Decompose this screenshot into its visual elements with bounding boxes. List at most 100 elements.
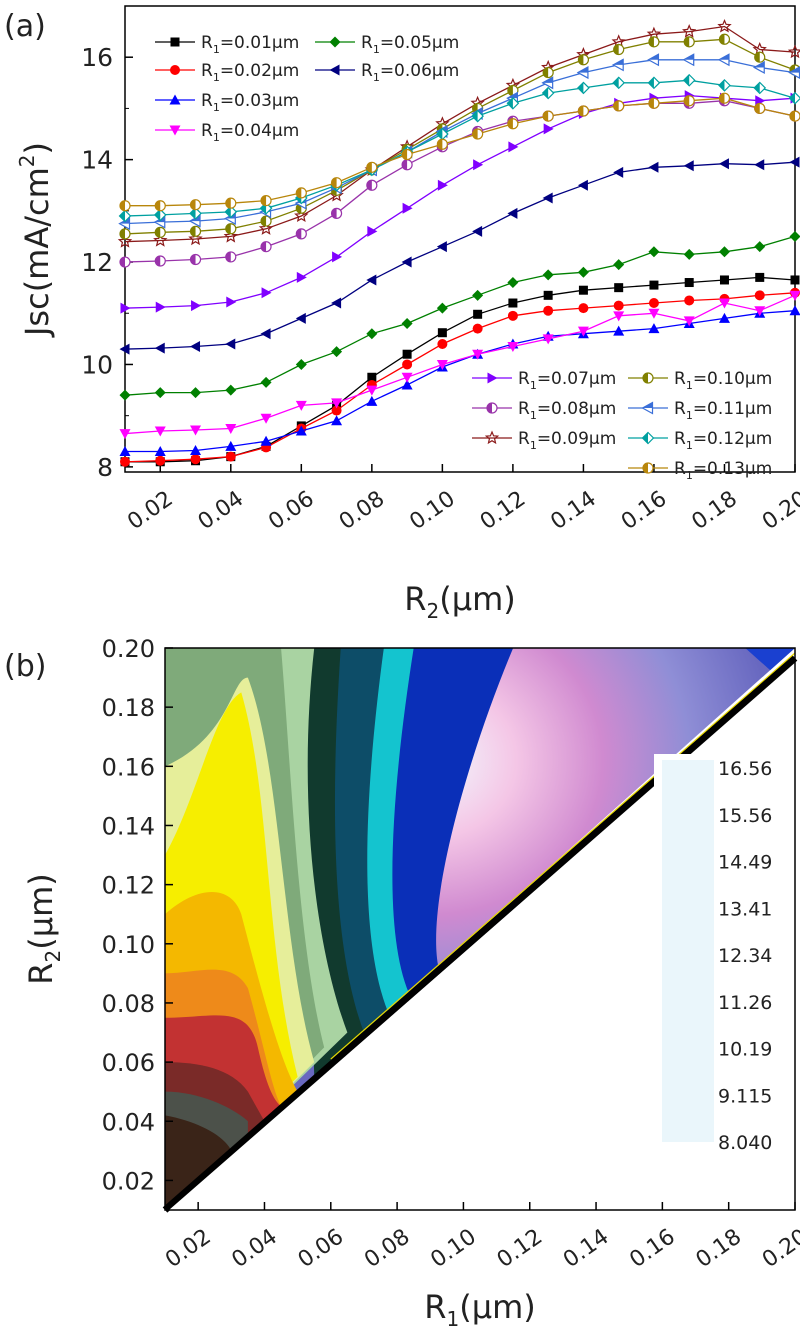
- colorbar-tick-label: 14.49: [718, 852, 772, 874]
- colorbar-scale: [662, 760, 714, 1142]
- point-marker-fill: [789, 67, 800, 73]
- legend-item: R1=0.03μm: [155, 91, 299, 114]
- point-marker: [331, 297, 342, 309]
- x-tick-label: 0.20: [758, 486, 800, 535]
- point-marker: [154, 426, 166, 437]
- point-marker: [366, 395, 378, 406]
- point-marker-fill: [543, 67, 549, 78]
- point-marker-fill: [542, 77, 553, 83]
- legend-item: R1=0.10μm: [628, 369, 772, 392]
- point-marker: [366, 328, 378, 340]
- heatmap-diagonal-edge: [162, 655, 798, 1213]
- legend-item: R1=0.06μm: [315, 61, 459, 84]
- legend-label: R1=0.04μm: [201, 121, 299, 144]
- point-marker: [295, 358, 307, 370]
- point-marker-fill: [543, 111, 549, 122]
- point-marker: [117, 234, 133, 248]
- point-marker-fill: [331, 177, 337, 188]
- point-marker-fill: [225, 223, 231, 234]
- legend-label: R1=0.07μm: [518, 369, 616, 392]
- legend-item: R1=0.05μm: [315, 33, 459, 56]
- heatmap-empty-region: [169, 664, 795, 1210]
- point-marker: [188, 231, 203, 246]
- y-tick-label: 0.06: [102, 1049, 155, 1077]
- point-marker-fill: [225, 251, 231, 262]
- point-marker-fill: [718, 79, 725, 91]
- point-marker: [402, 349, 412, 359]
- x-tick-label: 0.14: [546, 486, 600, 535]
- point-marker: [190, 454, 201, 465]
- point-marker: [295, 425, 307, 436]
- point-marker: [578, 303, 589, 314]
- point-marker: [226, 296, 237, 308]
- point-marker-fill: [437, 139, 443, 150]
- legend-label: R1=0.12μm: [674, 429, 772, 452]
- y-tick-label: 14: [81, 146, 113, 175]
- point-marker: [648, 246, 660, 258]
- point-marker: [170, 65, 180, 75]
- point-marker: [472, 289, 484, 301]
- point-marker-fill: [155, 200, 161, 211]
- point-marker-fill: [719, 34, 725, 45]
- point-marker: [543, 123, 554, 135]
- point-marker: [225, 451, 236, 462]
- point-marker-fill: [436, 128, 443, 140]
- y-tick-label: 0.12: [102, 872, 155, 900]
- point-marker: [190, 444, 202, 455]
- point-marker: [789, 230, 800, 242]
- x-tick-label: 0.18: [687, 486, 741, 535]
- point-marker: [613, 259, 625, 271]
- point-marker: [261, 287, 272, 299]
- colorbar-tick-label: 12.34: [718, 945, 772, 967]
- point-marker: [119, 343, 130, 355]
- colorbar: 16.56 15.56 14.49 13.41 12.34 11.26 10.19 9.115…: [654, 754, 794, 1160]
- legend-item: R1=0.07μm: [472, 369, 616, 392]
- point-marker: [542, 192, 553, 204]
- point-marker: [153, 232, 168, 247]
- point-marker-fill: [261, 195, 267, 206]
- point-marker-fill: [120, 257, 125, 268]
- series-line: [124, 59, 796, 225]
- point-marker: [191, 300, 202, 312]
- point-marker: [790, 275, 800, 285]
- point-marker-fill: [261, 241, 267, 252]
- series-line: [124, 161, 796, 350]
- panel-a-label: (a): [4, 9, 46, 44]
- point-marker: [437, 328, 447, 338]
- point-marker-fill: [225, 198, 231, 209]
- point-marker: [613, 325, 625, 336]
- series-line: [124, 38, 796, 235]
- point-marker: [507, 277, 519, 289]
- point-marker-fill: [789, 92, 795, 104]
- point-marker: [683, 248, 695, 260]
- point-marker: [717, 18, 732, 33]
- y-tick-label: 0.02: [102, 1167, 155, 1195]
- y-tick-label: 12: [81, 248, 113, 277]
- panel-a-series: [117, 18, 800, 467]
- point-marker: [437, 338, 448, 349]
- legend-label: R1=0.10μm: [674, 369, 772, 392]
- point-marker: [155, 301, 166, 313]
- point-marker-fill: [613, 44, 619, 55]
- point-marker: [154, 342, 165, 354]
- x-tick-label: 0.06: [264, 486, 318, 535]
- point-marker-fill: [754, 52, 760, 63]
- point-marker-fill: [719, 93, 725, 104]
- point-marker-fill: [507, 85, 513, 96]
- series-line: [124, 94, 796, 309]
- point-marker-fill: [190, 226, 196, 237]
- point-marker: [577, 179, 588, 191]
- point-marker-fill: [578, 54, 584, 65]
- point-marker: [332, 251, 343, 263]
- point-marker-fill: [225, 206, 231, 218]
- point-marker-fill: [578, 105, 584, 116]
- point-marker: [295, 312, 306, 324]
- point-marker-fill: [155, 227, 161, 238]
- x-tick-label: 0.16: [617, 486, 671, 535]
- point-marker: [472, 225, 483, 237]
- point-marker: [473, 159, 484, 171]
- colorbar-tick-label: 16.56: [718, 758, 772, 780]
- x-tick-label: 0.08: [360, 1224, 414, 1273]
- panel-b-label: (b): [4, 649, 46, 684]
- colorbar-tick-label: 9.115: [718, 1085, 772, 1107]
